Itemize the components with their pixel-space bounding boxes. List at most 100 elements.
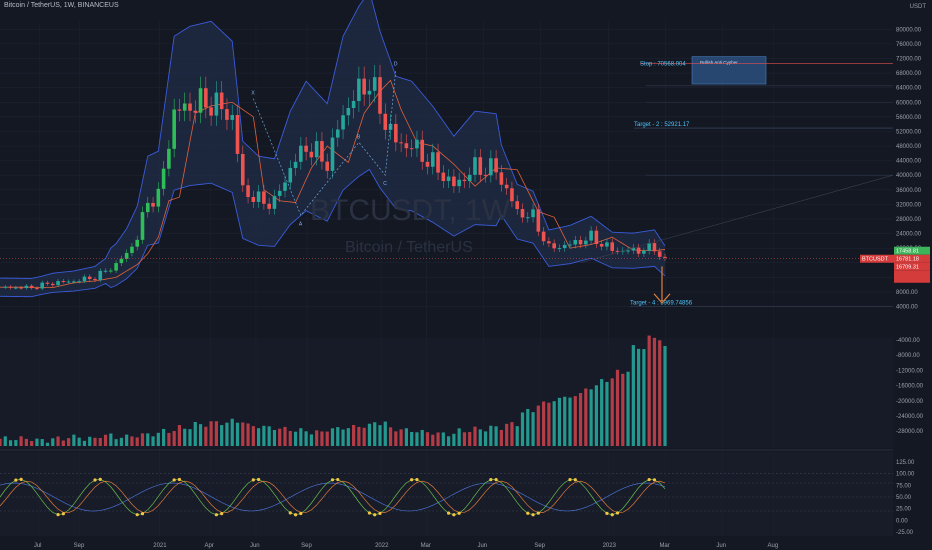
osc-extreme-dot [330,478,335,482]
candle-body [663,256,667,258]
candle-body [362,78,366,95]
volume-bar [341,429,345,446]
volume-bar [0,438,2,446]
volume-bar [51,438,55,446]
osc-extreme-dot [220,511,224,516]
osc-extreme-dot [605,511,609,515]
volume-bar [177,425,182,446]
price-tag-bg [894,262,930,271]
price-tick-label: 48000.00 [896,144,922,150]
candle-body [589,230,593,241]
volume-bar [72,434,76,446]
volume-bar [383,421,387,446]
volume-bar [515,426,519,446]
volume-bar [293,431,298,446]
candle-body [240,153,245,186]
candle-body [214,92,219,116]
candle-body [56,281,60,286]
volume-bar [578,393,583,446]
candle-body [167,148,171,169]
candle-body [441,172,446,182]
osc-extreme-dot [494,478,498,482]
volume-bar [346,428,350,446]
price-tick-label: 52000.00 [896,129,922,135]
volume-bar [536,405,540,446]
candle-body [19,287,23,289]
osc-extreme-dot [573,478,577,482]
candle-body [320,141,324,162]
volume-bar [436,432,440,446]
osc-extreme-dot [531,513,535,517]
volume-bar [135,437,139,446]
candle-body [140,212,145,240]
volume-bar [462,432,467,446]
candle-body [647,243,651,251]
volume-bar [98,437,102,446]
watermark-symbol: BTCUSDT, 1W [310,194,511,227]
time-tick-label: 2022 [375,543,389,549]
candle-body [578,239,583,245]
candle-body [631,247,636,251]
volume-bar [642,349,646,446]
volume-bar [510,422,514,446]
volume-bar [663,346,667,446]
candle-body [515,201,520,210]
target2-label: Target - 2 : 52921.17 [634,122,690,128]
candle-body [525,217,530,219]
price-tick-label: 32000.00 [896,202,922,208]
candle-body [309,151,314,158]
osc-extreme-dot [367,511,372,515]
candle-body [367,90,372,95]
time-tick-label: Mar [659,543,669,549]
symbol-tag-bg [860,254,894,263]
volume-bar [309,434,313,446]
candle-body [462,179,467,182]
osc-extreme-dot [56,513,60,517]
volume-bar [140,433,145,446]
osc-extreme-dot [610,513,614,517]
time-tick-label: Aug [768,543,779,549]
volume-bar [547,402,551,446]
osc-extreme-dot [378,511,382,515]
osc-extreme-dot [61,512,65,516]
candle-body [457,179,461,187]
osc-extreme-dot [457,511,461,515]
volume-tick-label: -4000.00 [896,338,920,344]
candle-body [14,287,18,289]
time-tick-label: Jul [34,543,42,549]
time-tick-label: Jun [250,543,260,549]
volume-bar [388,427,393,446]
volume-bar [146,433,150,446]
candle-body [657,251,662,257]
volume-bar [410,431,414,446]
osc-tick-label: 125.00 [896,460,915,466]
candle-body [541,231,546,242]
volume-bar [584,388,588,446]
osc-extreme-dot [652,478,657,482]
volume-bar [520,412,525,446]
candle-body [35,288,39,290]
candle-body [452,176,456,187]
osc-tick-label: 50.00 [896,495,912,501]
time-tick-label: Sep [301,543,312,549]
candle-body [652,243,657,252]
volume-bar [647,335,651,446]
time-tick-label: Jun [477,543,487,549]
candle-body [188,103,192,111]
candle-body [124,252,129,259]
volume-bar [114,439,118,446]
volume-bar [494,426,498,446]
candle-body [156,188,161,207]
osc-extreme-dot [647,477,651,482]
osc-extreme-dot [14,478,18,482]
candle-body [283,182,287,191]
volume-bar [156,432,160,446]
candle-body [335,129,340,138]
candle-body [182,103,187,111]
candle-body [61,281,66,283]
candle-body [66,281,71,283]
candle-body [29,285,34,289]
candle-body [562,244,567,249]
